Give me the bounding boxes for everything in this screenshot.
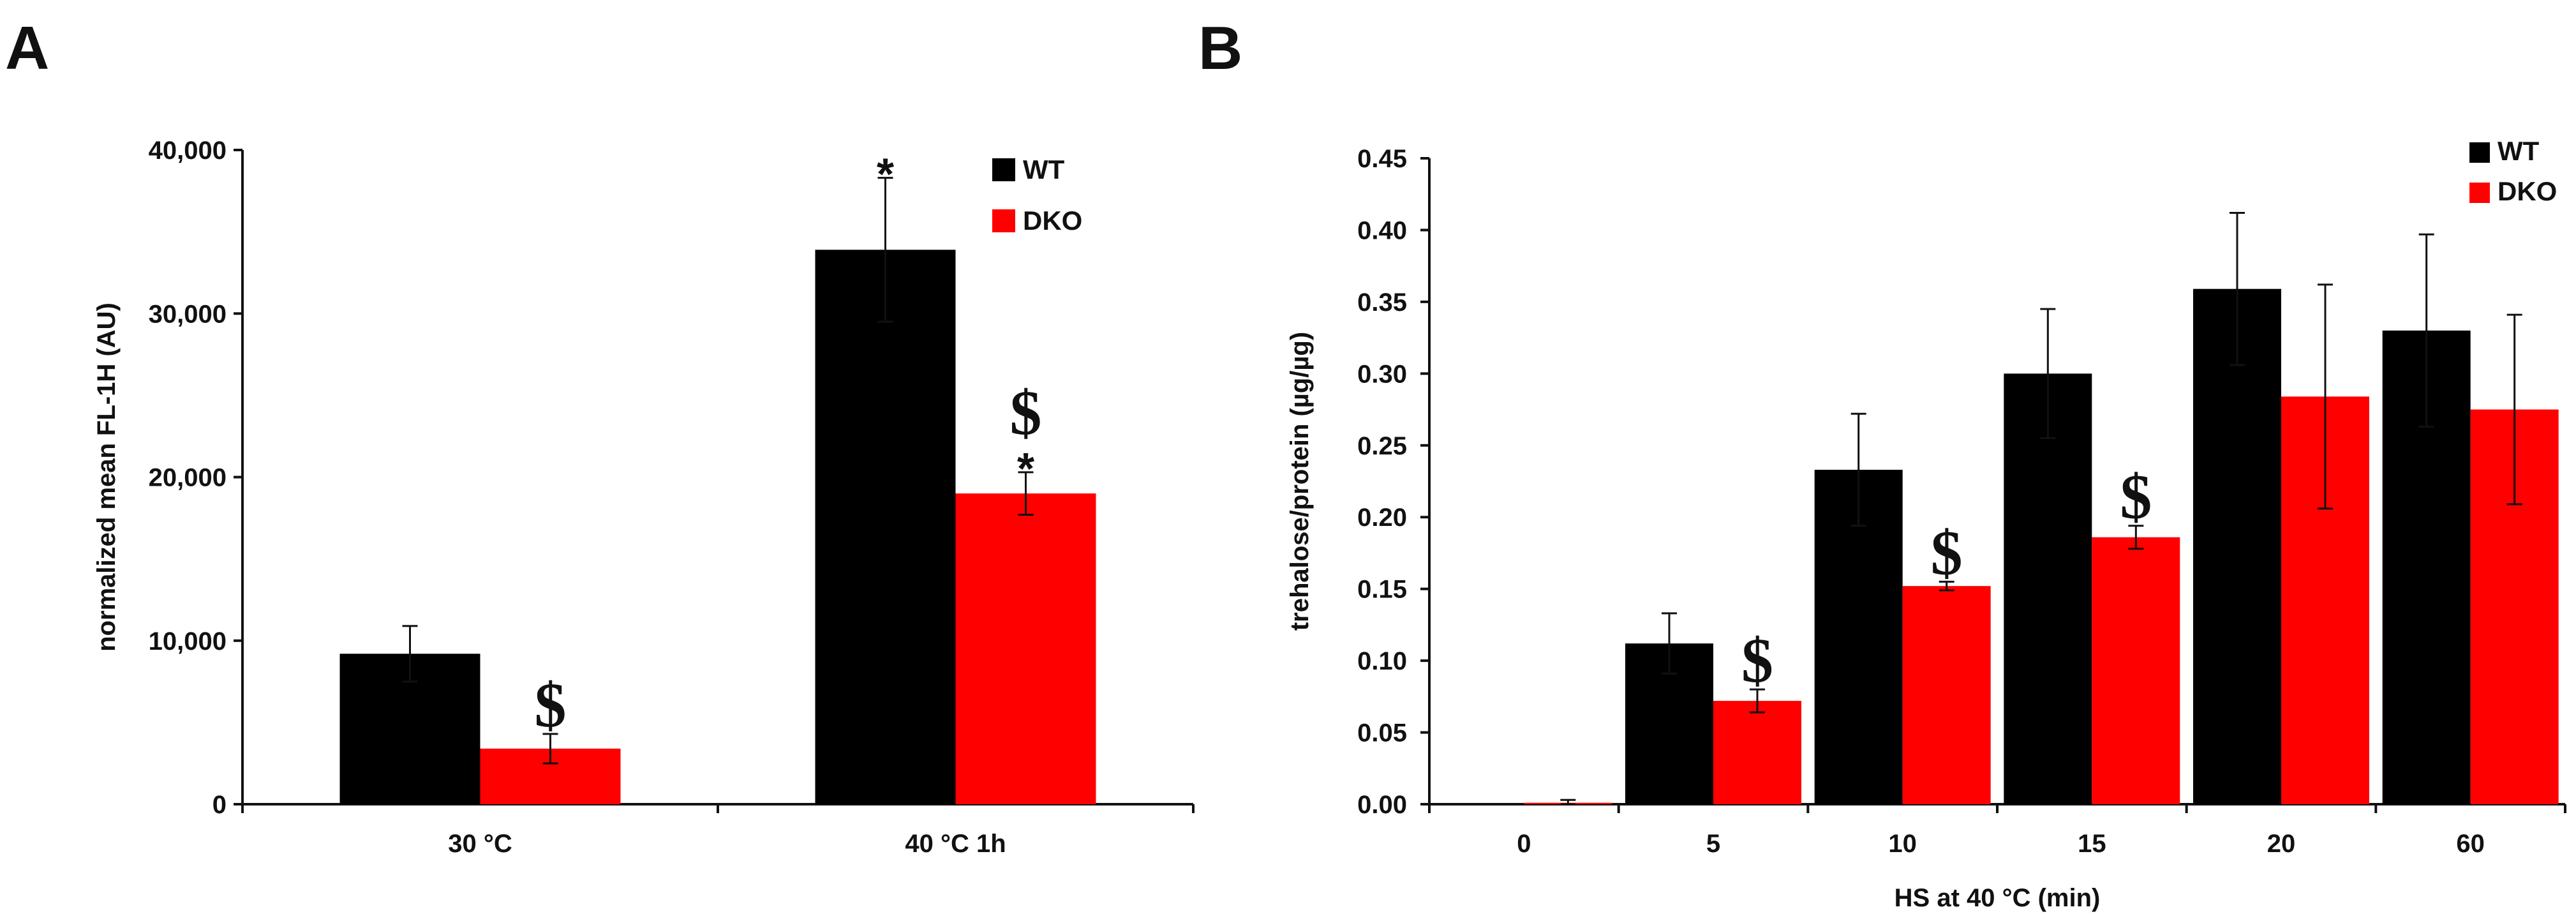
y-tick-label: 0.35 (1357, 288, 1407, 317)
legend-label-wt: WT (2498, 136, 2540, 166)
y-tick-label: 0.40 (1357, 216, 1407, 244)
y-tick-label: 0.25 (1357, 432, 1407, 460)
x-category-label: 60 (2456, 830, 2485, 858)
x-category-label: 10 (1888, 830, 1917, 858)
legend-label-dko: DKO (1023, 206, 1082, 236)
significance-star: * (877, 149, 895, 199)
significance-dollar: $ (1931, 517, 1963, 588)
bar-dko (955, 493, 1096, 804)
panel-label-a: A (5, 14, 49, 82)
legend-swatch-wt (2469, 142, 2490, 163)
significance-dollar: $ (1010, 377, 1042, 448)
y-tick-label: 0.05 (1357, 719, 1407, 747)
significance-dollar: $ (2120, 461, 2152, 532)
bar-dko (1902, 586, 1991, 804)
legend-swatch-wt (992, 158, 1015, 181)
significance-dollar: $ (1741, 625, 1773, 696)
legend-label-dko: DKO (2498, 176, 2557, 206)
significance-star: * (1017, 444, 1035, 493)
x-category-label: 20 (2267, 830, 2296, 858)
bar-wt (815, 250, 956, 804)
y-tick-label: 0.20 (1357, 504, 1407, 532)
y-tick-label: 30,000 (149, 300, 227, 328)
x-category-label: 40 °C 1h (905, 830, 1006, 858)
x-axis-title: HS at 40 °C (min) (1895, 884, 2101, 912)
bar-wt (2004, 373, 2092, 804)
x-category-label: 0 (1517, 830, 1531, 858)
y-tick-label: 0.00 (1357, 791, 1407, 819)
bar-dko (2092, 537, 2180, 804)
y-tick-label: 0.30 (1357, 360, 1407, 388)
y-tick-label: 0 (212, 791, 227, 819)
y-tick-label: 10,000 (149, 627, 227, 656)
y-tick-label: 40,000 (149, 137, 227, 165)
y-tick-label: 20,000 (149, 464, 227, 492)
y-tick-label: 0.15 (1357, 576, 1407, 604)
bar-dko (1713, 701, 1801, 804)
y-axis-title: normalized mean FL-1H (AU) (93, 303, 121, 652)
bar-wt (2193, 288, 2281, 804)
legend-swatch-dko (2469, 183, 2490, 203)
chart-b: 0.00 0.05 0.10 0.15 0.20 0.25 0.30 0.35 0.40 0.45… (1286, 136, 2566, 912)
x-category-label: 30 °C (448, 830, 512, 858)
significance-dollar: $ (535, 670, 567, 740)
x-category-label: 15 (2078, 830, 2106, 858)
y-axis-title: trehalose/protein (µg/µg) (1286, 332, 1314, 631)
y-tick-label: 0.45 (1357, 145, 1407, 173)
y-tick-label: 0.10 (1357, 647, 1407, 675)
panel-label-b: B (1198, 14, 1242, 82)
legend-label-wt: WT (1023, 154, 1065, 184)
legend-swatch-dko (992, 209, 1015, 232)
x-category-label: 5 (1706, 830, 1720, 858)
